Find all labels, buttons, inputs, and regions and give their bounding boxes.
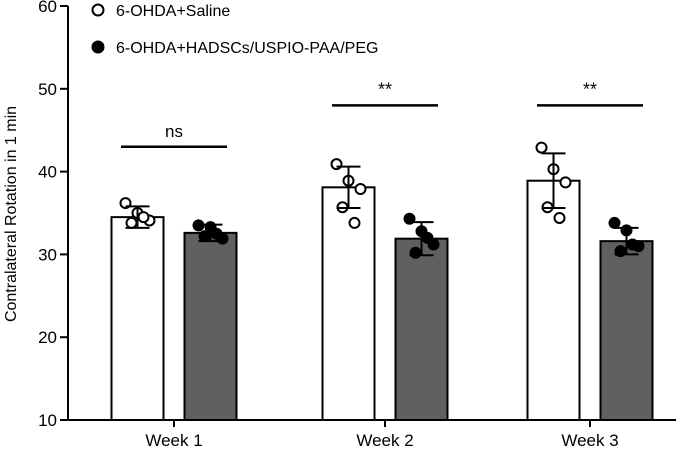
data-point xyxy=(409,246,422,259)
bar xyxy=(321,186,376,421)
bar xyxy=(526,179,581,421)
bar xyxy=(599,240,654,421)
data-point xyxy=(559,176,572,189)
x-tick-label: Week 1 xyxy=(145,431,202,449)
y-tick-labels: 10 20 30 40 50 60 xyxy=(38,0,57,430)
data-point xyxy=(198,230,211,243)
y-tick-label: 50 xyxy=(38,80,57,99)
x-tick-label: Week 3 xyxy=(561,431,618,449)
y-tick-label: 10 xyxy=(38,411,57,430)
data-point xyxy=(553,211,566,224)
bars xyxy=(110,179,654,421)
legend-label-treated: 6-OHDA+HADSCs/USPIO-PAA/PEG xyxy=(116,40,378,57)
legend-marker-treated xyxy=(91,40,105,54)
legend: 6-OHDA+Saline 6-OHDA+HADSCs/USPIO-PAA/PE… xyxy=(91,3,378,57)
bar xyxy=(394,237,449,421)
data-point xyxy=(330,158,343,171)
legend-marker-saline xyxy=(91,3,105,17)
significance-annotations: ns ** ** xyxy=(121,79,643,149)
bar xyxy=(183,231,238,421)
data-point xyxy=(608,216,621,229)
significance-label: ** xyxy=(583,79,597,99)
legend-label-saline: 6-OHDA+Saline xyxy=(116,3,230,20)
y-tick-label: 20 xyxy=(38,328,57,347)
data-point xyxy=(210,227,223,240)
data-point xyxy=(626,238,639,251)
data-point xyxy=(354,182,367,195)
x-tick-label: Week 2 xyxy=(356,431,413,449)
x-axis: Week 1 Week 2 Week 3 xyxy=(67,419,676,449)
data-point xyxy=(348,216,361,229)
y-tick-label: 30 xyxy=(38,245,57,264)
y-tick-label: 60 xyxy=(38,0,57,16)
data-point xyxy=(421,231,434,244)
data-point xyxy=(125,216,138,229)
y-axis xyxy=(60,5,69,421)
error-bars xyxy=(125,152,639,257)
data-point xyxy=(535,141,548,154)
significance-label: ns xyxy=(165,122,183,141)
significance-label: ** xyxy=(378,79,392,99)
y-axis-label: Contralateral Rotation in 1 min xyxy=(3,106,20,322)
data-point xyxy=(137,211,150,224)
y-tick-label: 40 xyxy=(38,163,57,182)
bar xyxy=(110,216,165,421)
